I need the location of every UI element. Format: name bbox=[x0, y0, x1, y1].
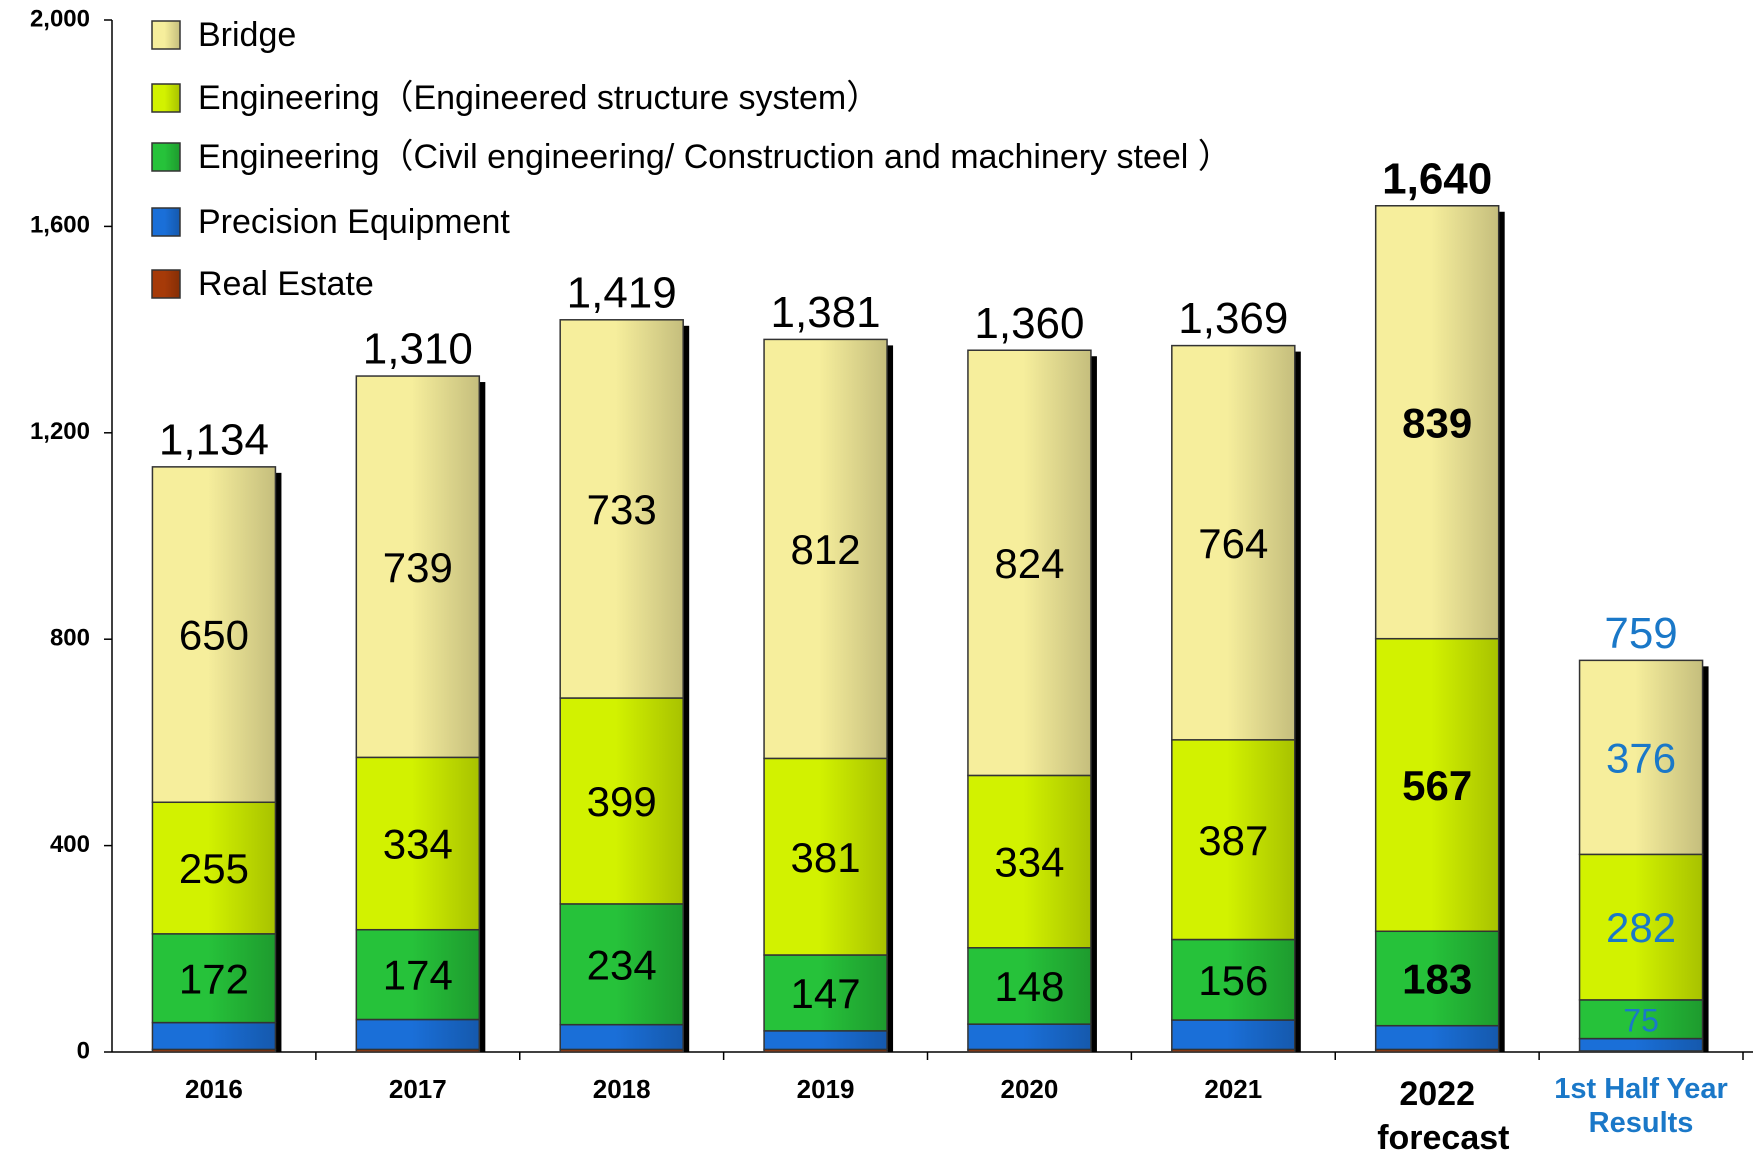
x-tick-label: 1st Half Year Results bbox=[1554, 1073, 1728, 1139]
data-label: 399 bbox=[587, 778, 657, 825]
y-tick-label: 800 bbox=[50, 625, 90, 652]
bar-segment bbox=[559, 1023, 684, 1051]
total-label: 1,134 bbox=[159, 415, 269, 464]
bar-segment bbox=[151, 1021, 277, 1051]
data-label: 174 bbox=[383, 952, 453, 999]
data-label: 650 bbox=[179, 612, 249, 659]
total-label: 1,310 bbox=[363, 325, 473, 374]
data-label: 172 bbox=[179, 955, 249, 1002]
x-tick-label: 2020 bbox=[1000, 1074, 1059, 1104]
bar-segment bbox=[763, 757, 888, 956]
bar-segment bbox=[763, 338, 888, 760]
legend-swatch bbox=[151, 269, 181, 299]
total-label: 1,419 bbox=[567, 268, 677, 317]
bar-segment bbox=[1171, 344, 1296, 741]
bar-segment bbox=[967, 774, 1092, 949]
bar-segment bbox=[1578, 999, 1704, 1040]
bar-segment bbox=[151, 466, 277, 804]
total-label: 1,640 bbox=[1382, 154, 1492, 203]
legend-label: Bridge bbox=[198, 16, 296, 54]
bar-segment bbox=[355, 756, 481, 931]
x-tick-label: 2016 bbox=[185, 1074, 243, 1104]
y-tick-label: 400 bbox=[50, 831, 90, 858]
data-label: 824 bbox=[994, 540, 1064, 587]
bar-segment bbox=[1171, 739, 1296, 941]
data-label: 255 bbox=[179, 845, 249, 892]
bar-segment bbox=[559, 903, 684, 1026]
legend-swatch bbox=[151, 83, 181, 113]
legend-swatch bbox=[151, 20, 181, 50]
data-label: 156 bbox=[1198, 957, 1268, 1004]
total-label: 1,360 bbox=[974, 299, 1084, 348]
bar-segment bbox=[355, 928, 481, 1021]
data-label: 739 bbox=[383, 544, 453, 591]
bar-segment bbox=[1578, 659, 1704, 856]
data-label: 334 bbox=[994, 839, 1064, 886]
total-label: 1,381 bbox=[771, 288, 881, 337]
data-label: 812 bbox=[791, 526, 861, 573]
bar-segment bbox=[355, 1018, 481, 1051]
bar-segment bbox=[1374, 1024, 1500, 1051]
bar-segment bbox=[763, 954, 888, 1032]
data-label: 148 bbox=[994, 963, 1064, 1010]
bar-segment bbox=[1374, 930, 1500, 1027]
legend-swatch bbox=[151, 207, 181, 237]
y-tick-label: 1,600 bbox=[30, 212, 90, 239]
legend-label: Real Estate bbox=[198, 265, 374, 303]
x-tick-label: 2022 forecast bbox=[1377, 1075, 1510, 1152]
data-label: 376 bbox=[1606, 734, 1676, 781]
total-label: 759 bbox=[1604, 609, 1677, 658]
data-label: 839 bbox=[1402, 399, 1472, 446]
data-label: 387 bbox=[1198, 817, 1268, 864]
data-label: 75 bbox=[1623, 1003, 1659, 1039]
bar-segment bbox=[559, 697, 684, 905]
legend-label: Precision Equipment bbox=[198, 203, 510, 241]
legend-swatch bbox=[151, 142, 181, 172]
data-label: 764 bbox=[1198, 520, 1268, 567]
y-tick-label: 1,200 bbox=[30, 418, 90, 445]
total-label: 1,369 bbox=[1178, 294, 1288, 343]
bar-segment bbox=[1578, 853, 1704, 1001]
data-label: 183 bbox=[1402, 956, 1472, 1003]
legend-label: Engineering（Civil engineering/ Construct… bbox=[198, 138, 1232, 176]
bar-segment bbox=[967, 947, 1092, 1025]
bar-segment bbox=[967, 1023, 1092, 1051]
x-tick-label: 2019 bbox=[796, 1074, 855, 1104]
bar-segment bbox=[967, 349, 1092, 777]
x-tick-label: 2017 bbox=[388, 1074, 447, 1104]
bar-segment bbox=[355, 375, 481, 759]
x-tick-label: 2021 bbox=[1204, 1074, 1263, 1104]
bar-segment bbox=[1578, 1037, 1704, 1052]
bar-segment bbox=[1171, 1019, 1296, 1051]
data-label: 381 bbox=[791, 834, 861, 881]
data-label: 567 bbox=[1402, 762, 1472, 809]
y-tick-label: 2,000 bbox=[30, 5, 90, 32]
bar-segment bbox=[1171, 938, 1296, 1021]
bar-segment bbox=[1374, 205, 1500, 640]
bar-segment bbox=[1374, 637, 1500, 933]
x-tick-label: 2018 bbox=[592, 1074, 651, 1104]
y-tick-label: 0 bbox=[77, 1037, 90, 1064]
bar-segment bbox=[559, 319, 684, 699]
bar-segment bbox=[763, 1030, 888, 1051]
data-label: 733 bbox=[587, 486, 657, 533]
data-label: 234 bbox=[587, 941, 657, 988]
legend-label: Engineering（Engineered structure system） bbox=[198, 79, 880, 117]
data-label: 282 bbox=[1606, 904, 1676, 951]
data-label: 334 bbox=[383, 821, 453, 868]
data-label: 147 bbox=[791, 970, 861, 1017]
